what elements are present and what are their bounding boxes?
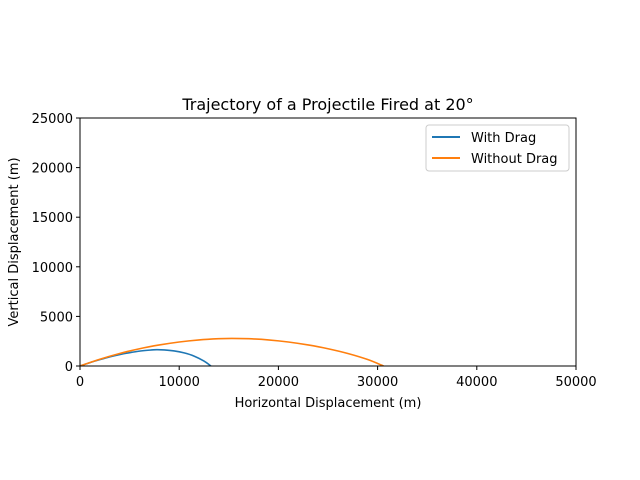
y-axis: 0 5000 10000 15000 20000 25000: [32, 112, 80, 375]
y-tick-label: 0: [65, 360, 73, 375]
x-tick-label: 40000: [456, 375, 497, 390]
x-tick-label: 20000: [258, 375, 299, 390]
legend-box: [425, 124, 570, 172]
series-layer: [80, 337, 384, 366]
x-tick-label: 30000: [357, 375, 398, 390]
legend-label-without-drag: Without Drag: [471, 152, 558, 167]
x-tick-label: 0: [76, 375, 84, 390]
plot-area: [79, 117, 577, 367]
y-tick-label: 15000: [32, 211, 73, 226]
legend-label-with-drag: With Drag: [471, 131, 536, 146]
series-line-without-drag: [80, 337, 384, 366]
x-tick-label: 50000: [555, 375, 596, 390]
y-axis-label: Vertical Displacement (m): [7, 157, 22, 326]
x-axis-label: Horizontal Displacement (m): [235, 396, 422, 411]
legend: With Drag Without Drag: [425, 124, 570, 172]
y-tick-label: 10000: [32, 261, 73, 276]
y-tick-label: 20000: [32, 162, 73, 177]
y-tick-label: 25000: [32, 112, 73, 127]
x-tick-label: 10000: [159, 375, 200, 390]
chart-title: Trajectory of a Projectile Fired at 20°: [181, 95, 473, 114]
y-tick-label: 5000: [40, 310, 73, 325]
plot-frame: [79, 117, 577, 367]
x-axis: 0 10000 20000 30000 40000 50000: [76, 366, 597, 390]
